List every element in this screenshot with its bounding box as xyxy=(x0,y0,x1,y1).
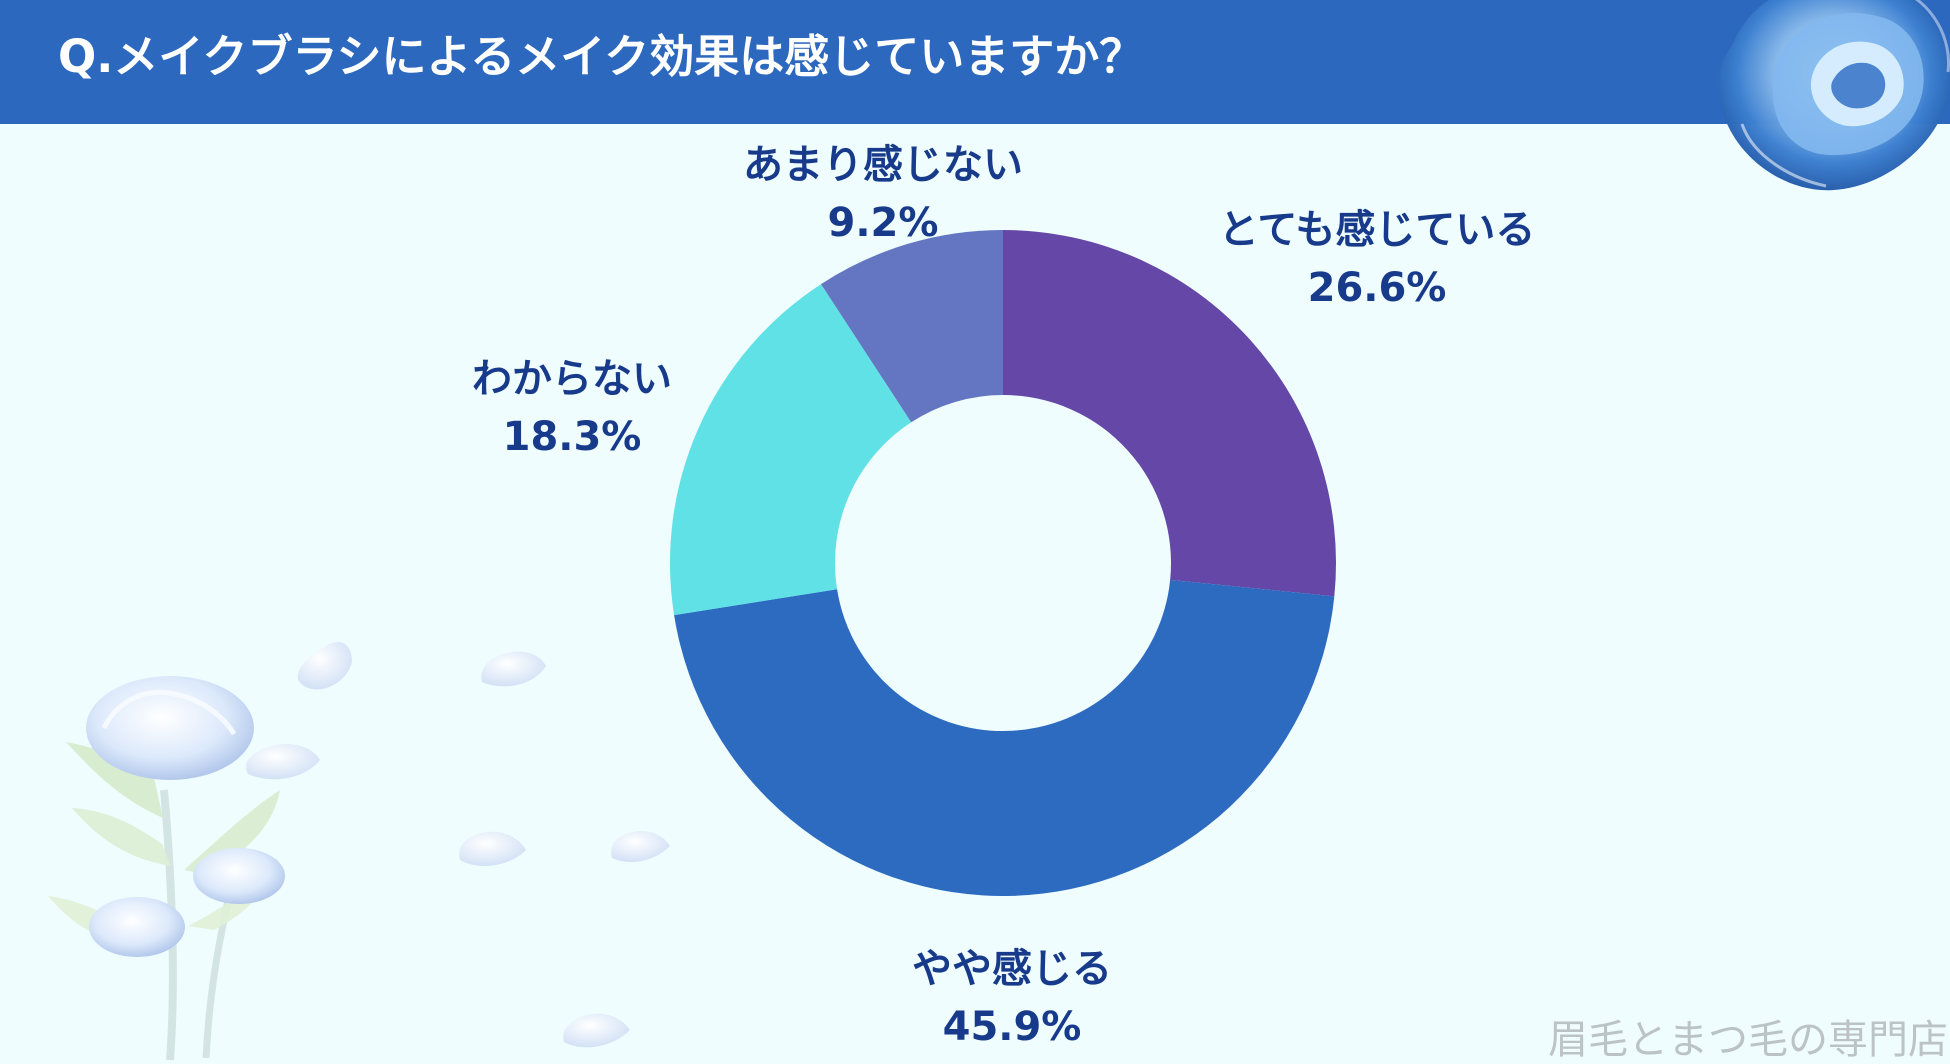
slice-label-value-4: 9.2% xyxy=(828,200,939,246)
title-bar: Q.メイクブラシによるメイク効果は感じていますか？ xyxy=(0,0,1950,124)
slice-label-value-3: 18.3% xyxy=(503,414,642,460)
donut-chart xyxy=(670,230,1336,897)
donut-slice-1 xyxy=(1003,230,1336,597)
slice-labels: とても感じている 26.6% やや感じる 45.9% わからない 18.3% あまり感じない… xyxy=(472,142,1535,1050)
slice-label-3: わからない 18.3% xyxy=(472,356,672,460)
blue-rose-icon xyxy=(1717,0,1950,191)
slice-label-name-3: わからない xyxy=(472,356,672,402)
donut-slice-2 xyxy=(674,579,1335,897)
petal-icon xyxy=(246,641,670,1048)
slice-label-4: あまり感じない 9.2% xyxy=(743,142,1023,246)
slice-label-name-2: やや感じる xyxy=(912,946,1112,992)
slice-label-2: やや感じる 45.9% xyxy=(912,946,1112,1050)
donut-slice-3 xyxy=(670,284,912,616)
slice-label-name-4: あまり感じない xyxy=(743,142,1023,188)
slice-label-name-1: とても感じている xyxy=(1219,207,1536,253)
chart-title: Q.メイクブラシによるメイク効果は感じていますか？ xyxy=(58,30,1145,83)
slice-label-value-1: 26.6% xyxy=(1308,265,1447,311)
slice-label-1: とても感じている 26.6% xyxy=(1219,207,1536,311)
donut-slice-4 xyxy=(821,230,1003,423)
blue-rose-stem-icon xyxy=(48,676,285,1061)
slice-label-value-2: 45.9% xyxy=(943,1004,1082,1050)
watermark-text: 眉毛とまつ毛の専門店 xyxy=(1548,1017,1948,1063)
